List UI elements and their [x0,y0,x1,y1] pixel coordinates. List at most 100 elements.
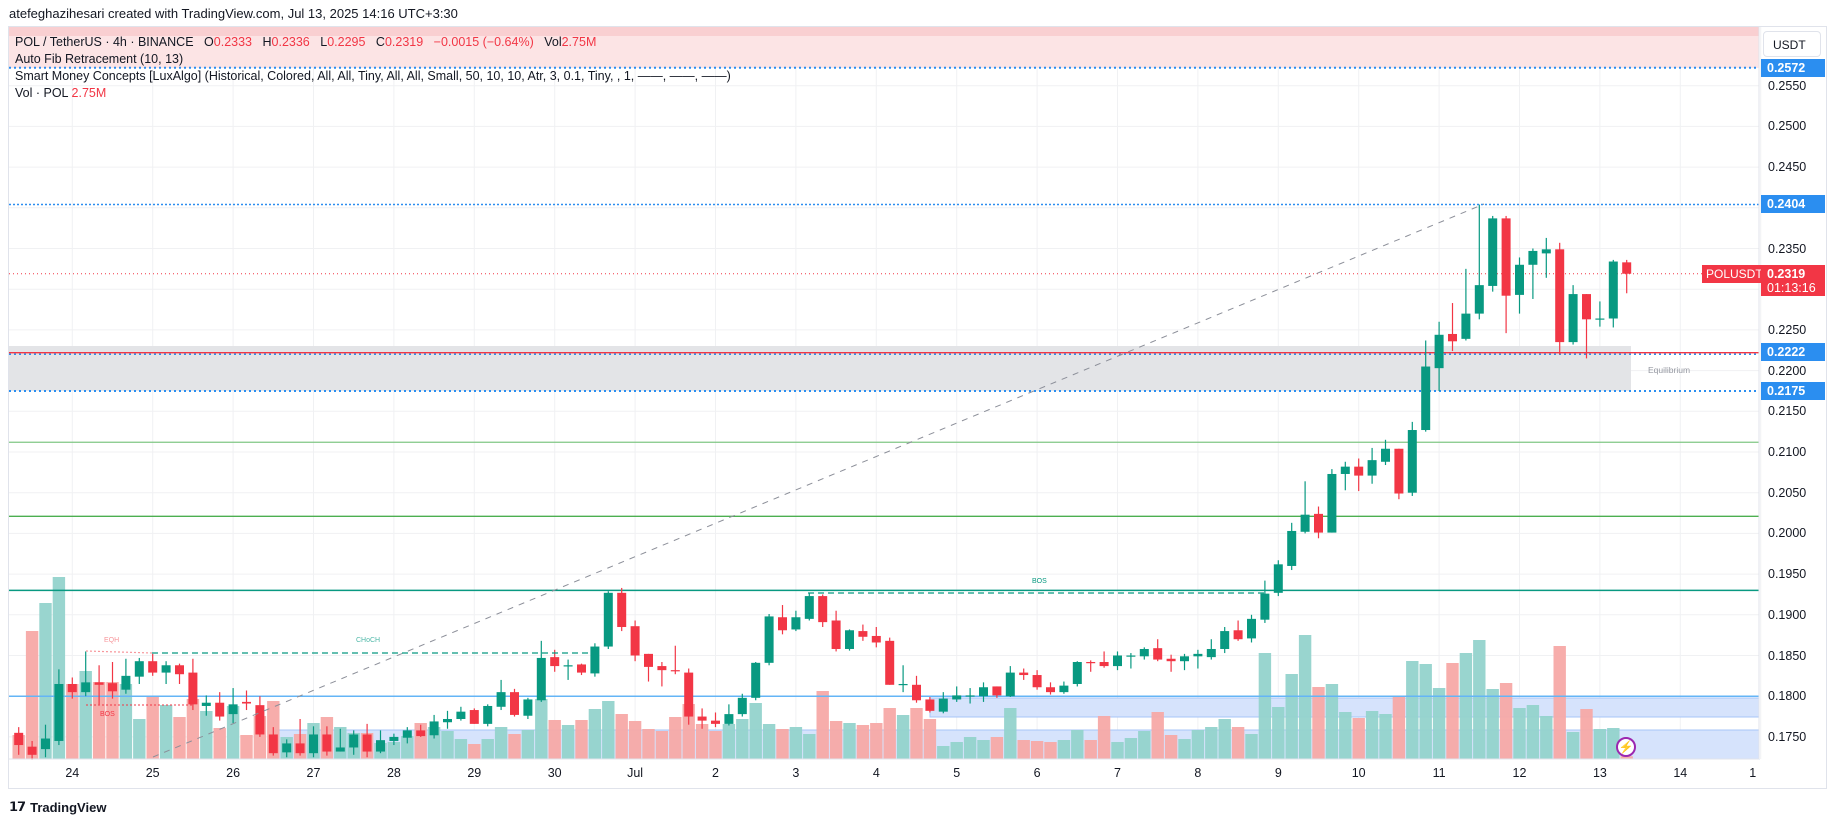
price-chart[interactable] [0,0,1835,790]
legend-symbol[interactable]: POL / TetherUS · 4h · BINANCE [15,35,194,49]
candle-up [161,661,171,684]
chart-frame [8,26,1827,789]
candle-body [1005,672,1015,697]
tradingview-footer[interactable]: 𝟭𝟳 TradingView [9,799,106,815]
candle-up [121,658,131,694]
candle-body [510,692,519,715]
candle-down [778,605,787,635]
candle-up [764,613,774,666]
candle-up [1407,421,1417,496]
candle-down [1233,620,1243,641]
candle-body [134,661,144,677]
volume-bar [387,742,401,759]
volume-bar [588,709,602,759]
bos-small-label: BOS [100,711,115,718]
candle-up [1528,248,1538,299]
date-tick-label: 14 [1673,766,1688,780]
candle-body [54,683,64,741]
candle-down [1153,639,1163,662]
candle-body [1381,448,1390,462]
volume-bar [468,744,481,759]
volume-bar [39,603,52,759]
volume-bar [1526,705,1540,759]
volume-bar [535,699,548,759]
price-tick-label: 0.2350 [1768,241,1807,256]
legend-open-label: O [204,35,214,49]
volume-bar [1298,635,1312,759]
candle-up [456,706,466,721]
candle-body [1340,466,1350,474]
candle-body [282,743,292,753]
legend-volume-indicator[interactable]: Vol · POL 2.75M [15,86,106,100]
volume-bar [79,671,92,759]
candle-body [1622,262,1632,274]
candle-down [188,658,198,711]
price-tick-label: 0.2050 [1768,485,1807,500]
candle-body [885,640,895,685]
legend-vol-label: Vol [544,35,562,49]
candle-up [376,730,385,754]
legend-main[interactable]: POL / TetherUS · 4h · BINANCE O0.2333 H0… [15,35,596,49]
volume-bar [1004,708,1017,759]
candle-up [1608,259,1618,328]
candle-up [1340,461,1350,491]
candle-body [1434,334,1444,369]
candle-up [389,733,399,746]
candle-body [1193,653,1203,657]
candle-body [1501,218,1511,296]
candle-body [1488,218,1498,286]
legend-fib-indicator[interactable]: Auto Fib Retracement (10, 13) [15,52,184,66]
tradingview-brand: TradingView [30,799,107,815]
volume-bar [1593,729,1607,759]
legend-smc-indicator[interactable]: Smart Money Concepts [LuxAlgo] (Historic… [15,69,731,83]
candle-up [1206,639,1216,660]
legend-low: 0.2295 [327,35,366,49]
candle-body [536,657,546,701]
candle-down [925,697,935,713]
candle-body [255,705,265,735]
price-tick-label: 0.2250 [1768,322,1807,337]
lightning-icon[interactable]: ⚡ [1616,737,1636,757]
candle-up [1541,237,1551,278]
candle-up [965,688,975,704]
volume-bar [695,724,709,759]
candle-body [724,714,734,724]
candle-body [1287,530,1297,566]
legend-vol: 2.75M [561,35,597,49]
volume-bar [133,719,146,759]
date-tick-label: 27 [306,766,321,780]
price-tick-label: 0.1750 [1768,729,1807,744]
candle-down [94,665,104,705]
volume-bar [1057,740,1071,759]
volume-bar [561,725,575,759]
eqh-label: EQH [104,637,120,644]
candle-body [684,672,694,717]
legend-close-label: C [375,35,385,49]
candle-body [1233,630,1243,640]
candle-body [402,730,412,738]
volume-bar [1580,709,1593,759]
chart-credit: atefeghazihesari created with TradingVie… [9,6,458,21]
candle-body [268,734,278,754]
choch-label: CHoCH [356,637,381,644]
volume-bar [722,724,736,759]
eqh-line [85,650,153,654]
volume-bar [1044,742,1057,759]
volume-bar [106,682,119,759]
candle-up [1595,301,1605,327]
volume-bar [521,730,535,759]
candle-body [1327,473,1337,533]
candle-down [885,637,895,685]
candle-down [175,663,184,684]
price-badge-high: 0.2404 [1761,195,1825,213]
candle-up [938,692,948,714]
legend-volume-value: 2.75M [71,86,107,100]
candle-body [242,701,251,704]
candle-body [94,682,104,685]
candle-body [1046,687,1055,693]
candle-body [1608,261,1618,319]
candle-down [1555,242,1565,355]
candle-up [429,714,439,739]
candle-body [952,695,962,700]
currency-button[interactable]: USDT [1763,31,1821,57]
